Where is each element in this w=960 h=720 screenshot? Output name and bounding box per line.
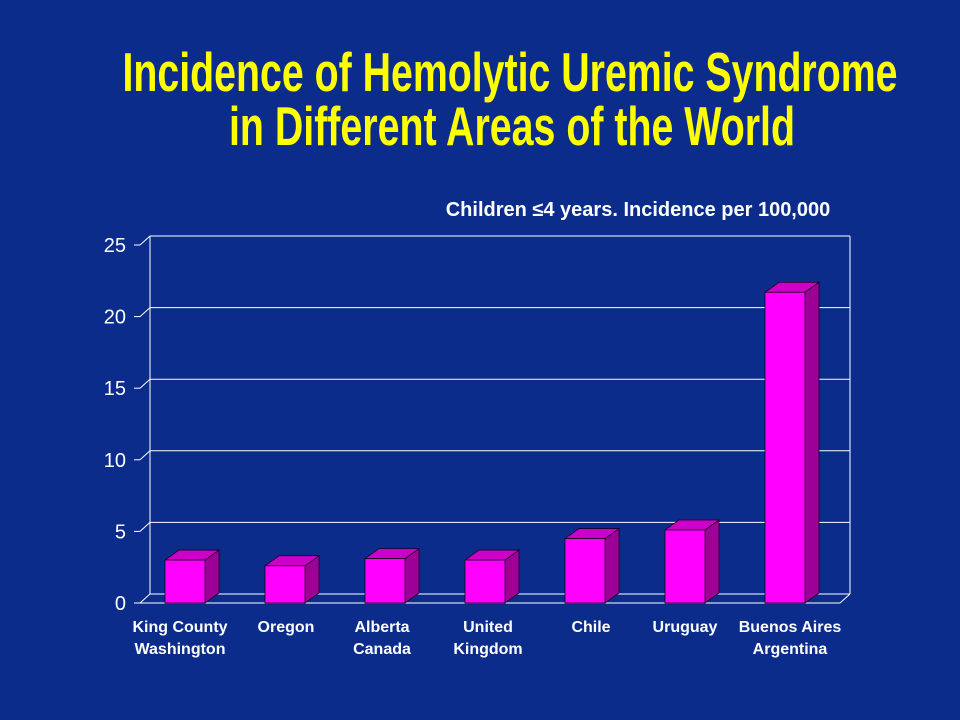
bar-front [164,559,206,604]
side-wall-gridline [139,450,151,461]
y-tick-label: 10 [104,450,126,472]
category-label-line: Uruguay [653,619,718,636]
category-label: Uruguay [653,619,718,636]
category-label: Buenos Aires Argentina [739,619,842,658]
floor-right-edge [839,593,851,604]
bar [663,519,721,604]
category-label: United Kingdom [453,619,522,658]
bar-side [804,281,820,604]
bar-side [704,519,720,604]
category-label: King County Washington [132,619,227,658]
chart-subtitle: Children ≤4 years. Incidence per 100,000 [446,199,831,221]
bar [163,549,221,604]
category-label-line: United [463,619,513,636]
bar-front [364,558,406,604]
y-tick-label: 5 [115,521,126,543]
bar-chart: 0 5 10 15 20 25 King County Washington Oregon Alb… [104,235,851,658]
bar [363,547,421,604]
category-label-line: Buenos Aires [739,619,842,636]
side-wall-gridline [139,522,151,532]
category-label-line: Alberta [354,619,409,636]
side-wall-gridline [139,593,151,604]
bar [263,554,321,604]
bar-front [564,538,606,604]
bar-front [664,529,706,604]
bar-front [764,291,806,604]
category-label: Oregon [258,619,315,636]
y-tick-label: 20 [104,307,126,329]
y-tick-label: 25 [104,235,126,257]
slide-title-line-2: in Different Areas of the World [229,95,795,157]
category-label-line: Chile [571,619,610,636]
x-axis-labels: King County Washington Oregon Alberta Canada… [132,619,841,658]
category-label: Alberta Canada [353,619,411,658]
bar-side [604,527,620,604]
category-label-line: Kingdom [453,641,522,658]
bar-front [264,565,306,604]
chart-walls [139,235,851,604]
bar [563,527,621,604]
category-label-line: Canada [353,641,411,658]
category-label-line: Argentina [753,641,828,658]
category-label: Chile [571,619,610,636]
side-wall-gridline [139,235,151,246]
bar-front [464,559,506,604]
slide-title-line-1: Incidence of Hemolytic Uremic Syndrome [123,41,898,103]
bar [763,281,821,604]
y-tick-label: 15 [104,378,126,400]
side-wall-gridline [139,378,151,389]
bar [463,549,521,604]
bars [163,281,821,604]
category-label-line: Oregon [258,619,315,636]
category-label-line: Washington [135,641,226,658]
y-tick-label: 0 [115,593,126,615]
side-wall-gridline [139,307,151,317]
y-axis: 0 5 10 15 20 25 [104,235,140,615]
category-label-line: King County [132,619,227,636]
